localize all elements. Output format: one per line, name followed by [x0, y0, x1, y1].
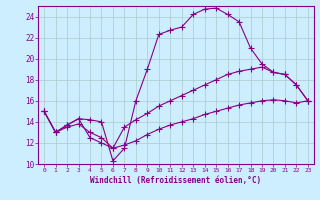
X-axis label: Windchill (Refroidissement éolien,°C): Windchill (Refroidissement éolien,°C): [91, 176, 261, 185]
